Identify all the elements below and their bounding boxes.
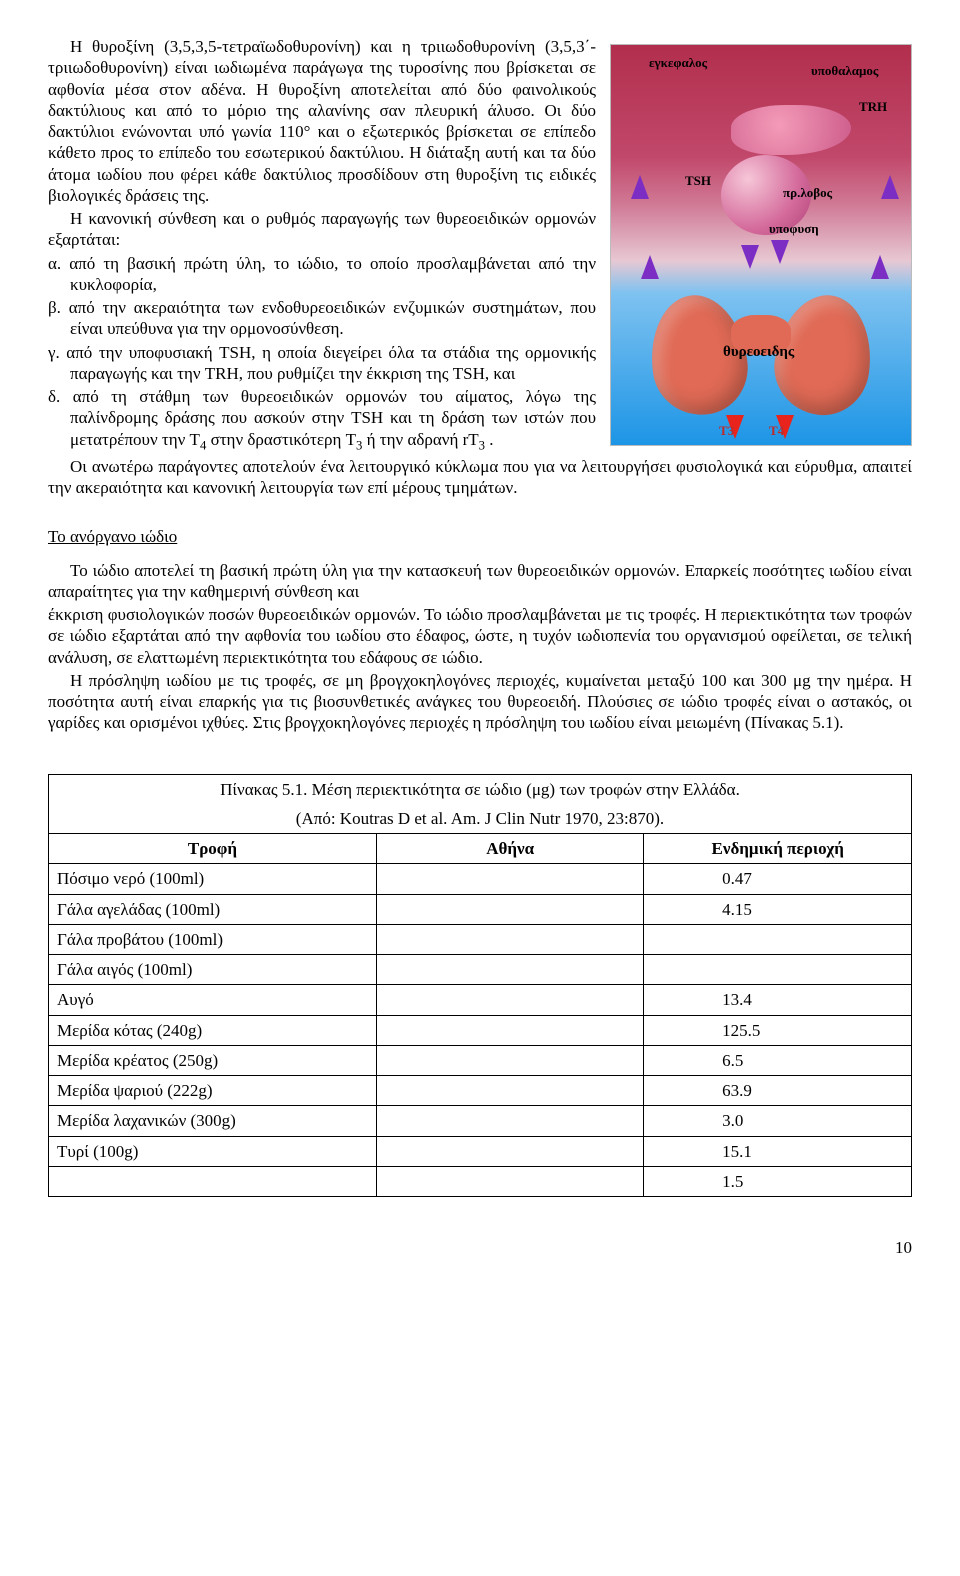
table-cell-endemic: 0.5 [644, 1166, 912, 1196]
table-cell-athens [376, 955, 644, 985]
table-cell-athens: 4.15 [376, 894, 644, 924]
table-cell-endemic: 2.0 [644, 1106, 912, 1136]
table-row: Αυγό13.41.9 [49, 985, 912, 1015]
table-header-endemic: Ενδημική περιοχή [644, 834, 912, 864]
table-cell-food: Μερίδα ψαριού (222g) [49, 1076, 377, 1106]
paragraph-iodine-3: Η πρόσληψη ιωδίου με τις τροφές, σε μη β… [48, 670, 912, 734]
fig-label-t3: T3 [719, 423, 734, 439]
table-cell-food: Τυρί (100g) [49, 1136, 377, 1166]
table-header-row: Τροφή Αθήνα Ενδημική περιοχή [49, 834, 912, 864]
paragraph-summary: Οι ανωτέρω παράγοντες αποτελούν ένα λειτ… [48, 456, 912, 499]
page-number: 10 [48, 1237, 912, 1258]
fig-label-hypothalamus: υποθαλαμος [811, 63, 878, 79]
paragraph-iodine-2: έκκριση φυσιολογικών ποσών θυρεοειδικών … [48, 604, 912, 668]
iodine-foods-table: Πίνακας 5.1. Μέση περιεκτικότητα σε ιώδι… [48, 774, 912, 1198]
fig-label-brain: εγκεφαλος [649, 55, 707, 71]
table-cell-food: Αυγό [49, 985, 377, 1015]
table-cell-endemic: 0.24 [644, 864, 912, 894]
table-row: Γάλα αγελάδας (100ml)4.152.5 [49, 894, 912, 924]
table-row: Μερίδα λαχανικών (300g)3.02.0 [49, 1106, 912, 1136]
table-row: Γάλα αιγός (100ml) 2.2 [49, 955, 912, 985]
table-cell-endemic [644, 1076, 912, 1106]
table-cell-food: Γάλα προβάτου (100ml) [49, 924, 377, 954]
table-row: Μερίδα κρέατος (250g)6.53.0 [49, 1045, 912, 1075]
table-cell-food: Μερίδα κρέατος (250g) [49, 1045, 377, 1075]
main-text-block: εγκεφαλος υποθαλαμος TRH TSH πρ.λοβος υπ… [48, 36, 912, 500]
table-cell-athens: 0.47 [376, 864, 644, 894]
table-cell-endemic: 3.0 [644, 1045, 912, 1075]
table-cell-food: Πόσιμο νερό (100ml) [49, 864, 377, 894]
section-heading-iodine: Το ανόργανο ιώδιο [48, 526, 912, 547]
table-row: Γάλα προβάτου (100ml) 9.4 [49, 924, 912, 954]
fig-label-t4: T4 [769, 423, 784, 439]
table-caption-line2: (Από: Koutras D et al. Am. J Clin Nutr 1… [49, 804, 912, 834]
table-row: 1.50.5 [49, 1166, 912, 1196]
table-cell-food [49, 1166, 377, 1196]
table-cell-athens: 1.5 [376, 1166, 644, 1196]
fig-label-thyroid: θυρεοειδης [723, 343, 794, 362]
paragraph-iodine-1: Το ιώδιο αποτελεί τη βασική πρώτη ύλη γι… [48, 560, 912, 603]
thyroid-axis-figure: εγκεφαλος υποθαλαμος TRH TSH πρ.λοβος υπ… [610, 44, 912, 446]
table-row: Τυρί (100g)15.18.4 [49, 1136, 912, 1166]
table-cell-athens: 125.5 [376, 1015, 644, 1045]
table-cell-food: Μερίδα λαχανικών (300g) [49, 1106, 377, 1136]
table-cell-athens: 63.9 [376, 1076, 644, 1106]
table-cell-endemic: 8.4 [644, 1136, 912, 1166]
fig-label-pituitary: υποφυση [769, 221, 819, 237]
table-cell-food: Μερίδα κότας (240g) [49, 1015, 377, 1045]
table-caption-line1: Πίνακας 5.1. Μέση περιεκτικότητα σε ιώδι… [49, 774, 912, 804]
table-cell-athens: 6.5 [376, 1045, 644, 1075]
table-row: Μερίδα κότας (240g)125.523.8 [49, 1015, 912, 1045]
table-cell-athens: 15.1 [376, 1136, 644, 1166]
table-cell-food: Γάλα αγελάδας (100ml) [49, 894, 377, 924]
fig-label-anterior-lobe: πρ.λοβος [783, 185, 832, 201]
table-cell-endemic: 2.2 [644, 955, 912, 985]
table-cell-endemic: 1.9 [644, 985, 912, 1015]
table-cell-athens: 13.4 [376, 985, 644, 1015]
table-cell-athens: 3.0 [376, 1106, 644, 1136]
table-cell-endemic: 9.4 [644, 924, 912, 954]
table-cell-food: Γάλα αιγός (100ml) [49, 955, 377, 985]
table-row: Πόσιμο νερό (100ml)0.470.24 [49, 864, 912, 894]
table-row: Μερίδα ψαριού (222g)63.9 [49, 1076, 912, 1106]
table-cell-endemic: 2.5 [644, 894, 912, 924]
table-header-food: Τροφή [49, 834, 377, 864]
table-header-athens: Αθήνα [376, 834, 644, 864]
table-cell-endemic: 23.8 [644, 1015, 912, 1045]
table-cell-athens [376, 924, 644, 954]
fig-label-trh: TRH [859, 99, 887, 115]
fig-label-tsh: TSH [685, 173, 711, 189]
